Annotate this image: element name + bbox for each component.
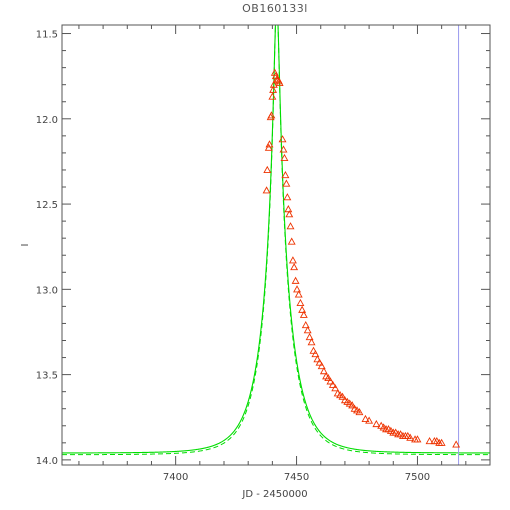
data-point <box>267 111 276 119</box>
data-point <box>372 419 381 428</box>
data-point <box>283 193 292 201</box>
data-point <box>361 414 370 422</box>
y-tick-label: 13.5 <box>36 371 58 382</box>
data-point <box>319 367 328 375</box>
data-point <box>311 350 320 358</box>
y-tick-label: 13.0 <box>36 285 58 296</box>
data-point <box>269 80 278 88</box>
data-point <box>269 85 278 93</box>
x-tick-label: 7400 <box>163 472 188 483</box>
data-point <box>264 143 273 151</box>
data-point <box>348 401 357 409</box>
y-tick-label: 14.0 <box>36 456 58 467</box>
data-point <box>284 205 293 213</box>
y-tick-label: 12.5 <box>36 200 58 211</box>
data-point <box>265 140 274 148</box>
data-point <box>365 416 374 424</box>
plot-frame <box>61 24 491 466</box>
data-point <box>406 433 415 441</box>
data-point <box>326 377 335 385</box>
model-curve-dashed <box>62 25 490 456</box>
data-point <box>278 135 287 143</box>
axis-ticks <box>62 25 491 465</box>
data-point <box>425 436 434 445</box>
data-point <box>286 222 295 230</box>
data-point <box>288 256 297 264</box>
chart-title: OB160133l <box>242 2 308 15</box>
model-curve <box>62 25 490 454</box>
data-point <box>268 92 277 100</box>
data-point <box>315 358 324 366</box>
data-point <box>305 332 314 341</box>
data-point <box>299 310 308 318</box>
data-point <box>301 321 310 329</box>
data-point <box>331 384 340 392</box>
data-point <box>275 78 284 86</box>
tick-labels: 7400 7450 7500 11.5 12.0 12.5 13.0 13.5 14.0 <box>36 30 430 483</box>
data-point <box>437 438 446 446</box>
data-point <box>282 179 291 187</box>
data-point <box>281 170 290 179</box>
data-point <box>317 361 326 370</box>
data-point <box>355 408 364 416</box>
x-tick-label: 7500 <box>405 472 430 483</box>
x-tick-label: 7450 <box>284 472 309 483</box>
data-point <box>309 346 318 354</box>
x-axis-label: JD - 2450000 <box>241 489 307 500</box>
data-point <box>285 210 294 218</box>
data-point <box>413 435 422 443</box>
data-point <box>290 263 299 271</box>
y-axis-label: I <box>20 244 31 247</box>
data-point <box>294 290 303 298</box>
data-point <box>298 305 307 313</box>
data-point <box>291 276 300 284</box>
data-point <box>324 373 333 382</box>
data-point <box>296 298 305 306</box>
data-point <box>452 440 461 448</box>
data-point <box>307 338 316 346</box>
plot-area <box>62 25 490 465</box>
data-point <box>262 186 271 194</box>
data-point <box>293 285 302 293</box>
y-tick-label: 12.0 <box>36 115 58 126</box>
data-point <box>280 153 289 162</box>
y-tick-label: 11.5 <box>36 30 58 41</box>
data-point <box>338 392 347 400</box>
data-point <box>263 165 272 173</box>
data-point <box>328 380 337 388</box>
data-point <box>303 326 312 334</box>
data-point <box>313 355 322 363</box>
data-point <box>287 237 296 245</box>
data-point <box>279 145 288 153</box>
